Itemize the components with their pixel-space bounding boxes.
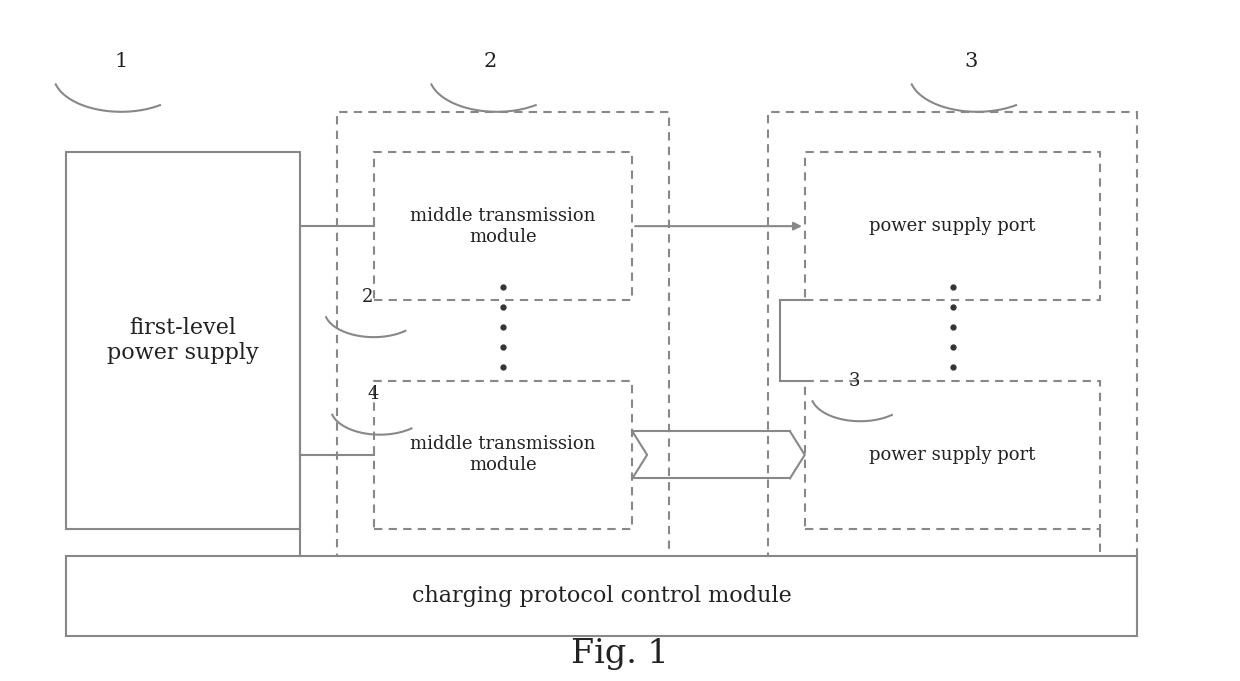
Text: 2: 2 [484,52,497,71]
Bar [337,112,670,596]
Text: middle transmission
module: middle transmission module [410,435,595,474]
Bar [373,381,632,529]
Text: power supply port: power supply port [869,217,1035,235]
Text: 1: 1 [114,52,128,71]
Text: first-level
power supply: first-level power supply [107,317,259,364]
Bar [805,152,1100,300]
Text: 2: 2 [362,288,373,306]
Text: 4: 4 [368,385,379,403]
Bar [66,556,1137,637]
Text: middle transmission
module: middle transmission module [410,207,595,246]
Text: 3: 3 [848,372,859,390]
Bar [373,152,632,300]
Bar [768,112,1137,596]
Text: Fig. 1: Fig. 1 [572,638,668,670]
Text: power supply port: power supply port [869,446,1035,464]
Text: charging protocol control module: charging protocol control module [412,585,791,607]
Text: 3: 3 [965,52,977,71]
Bar [805,381,1100,529]
Bar [66,152,300,529]
